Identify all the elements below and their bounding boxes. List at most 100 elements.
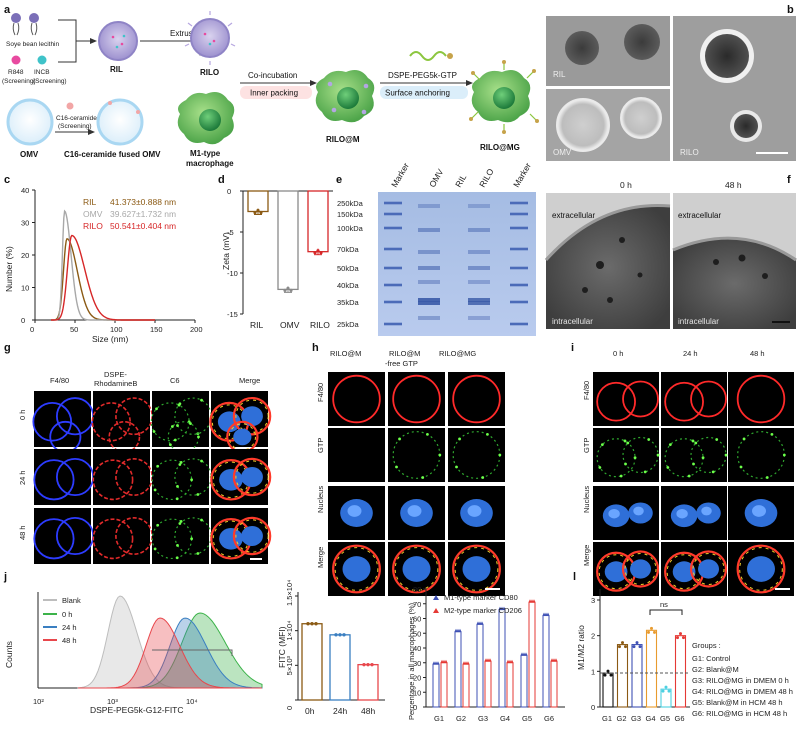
l-point: [653, 630, 656, 634]
c16-label: C16-ceramide: [56, 115, 97, 122]
micro-tile: [388, 428, 445, 482]
macro-label: macrophage: [186, 159, 234, 168]
k-ytick-label: 70: [413, 600, 421, 609]
inner-label: Inner packing: [250, 89, 298, 98]
micro-green-dot: [666, 466, 670, 469]
micro-merge-ring: [232, 396, 272, 436]
micro-green-dot: [770, 432, 774, 436]
e-omv-band: [418, 301, 440, 305]
l-bar-G1: [602, 672, 614, 708]
k-point: [506, 659, 510, 663]
jb-point: [370, 662, 374, 667]
micro-green-dot: [421, 476, 425, 479]
micro-f480: [690, 380, 727, 418]
k-point: [486, 658, 490, 662]
micro-merge-nucleus: [462, 556, 491, 582]
j-xtick-1: 10³: [107, 697, 118, 706]
jb-ytick-label: 1×10⁴: [285, 621, 294, 641]
e-omv-band: [418, 298, 440, 302]
micro-green-dot: [153, 488, 157, 492]
micro-merge-nucleus: [672, 561, 696, 583]
l-point: [606, 669, 610, 673]
panel-i-microscopy: 0 h 24 h 48 h F4/80 GTP Nucleus Merge: [582, 349, 794, 596]
d-point: [289, 288, 293, 292]
l-ns: ns: [660, 600, 668, 609]
j-leg-24h: 24 h: [62, 623, 77, 632]
e-rilo-band: [468, 228, 490, 232]
k-point: [508, 659, 512, 663]
j-leg-48h: 48 h: [62, 636, 77, 645]
l-ytick-label: 2: [591, 632, 595, 641]
k-bar-G1-1: [440, 662, 448, 708]
micro-green-dot: [438, 453, 442, 457]
micro-nucleus-core: [701, 506, 712, 516]
d-point: [313, 251, 317, 255]
micro-f480: [622, 380, 659, 418]
micro-green-dot: [200, 398, 203, 402]
d-ytick-label: 0: [227, 187, 231, 196]
k-cat-label: G5: [522, 714, 532, 723]
micro-tile: [448, 372, 505, 426]
e-marker-band: [510, 300, 528, 304]
c-ytick-label: 10: [21, 284, 29, 293]
k-point: [530, 599, 534, 603]
e-marker-band: [510, 247, 528, 251]
e-lane-label: OMV: [427, 167, 446, 189]
e-marker-band: [384, 247, 402, 251]
k-point: [432, 661, 436, 665]
micro-nucleus-core: [347, 505, 362, 517]
k-point: [480, 621, 484, 625]
g-col-rhod: RhodamineB: [94, 379, 137, 388]
e-marker-band: [384, 266, 402, 270]
i-row-f480: F4/80: [582, 381, 591, 400]
micro-green-dot: [600, 443, 604, 447]
c-legend: RIL 41.373±0.888 nm OMV 39.627±1.732 nm …: [83, 197, 176, 231]
i-col-48h: 48 h: [750, 349, 765, 358]
k-legend-m1: M1-type marker CD80: [444, 593, 518, 602]
e-kda-label: 50kDa: [337, 264, 360, 273]
micro-tile: [152, 449, 209, 505]
jb-ytick-label: 5×10³: [285, 655, 294, 675]
panel-letter-a: a: [4, 4, 11, 16]
jb-ytick-label: 1.5×10⁴: [285, 580, 294, 606]
micro-merge-yellow: [454, 547, 499, 591]
d-ylabel: Zeta (mV): [221, 232, 231, 270]
c-xtick-label: 100: [110, 325, 123, 334]
groups-legend: Groups : G1: Control G2: Blank@M G3: RIL…: [692, 641, 793, 718]
l-point: [638, 645, 642, 649]
k-ytick-label: 40: [413, 644, 421, 653]
e-kda-label: 40kDa: [337, 281, 360, 290]
panel-b-tem: RIL OMV RILO: [546, 16, 796, 161]
micro-rhodamine: [92, 518, 134, 560]
micro-membrane: [33, 518, 75, 560]
panel-letter-e: e: [336, 174, 342, 186]
l-cat-label: G1: [602, 714, 612, 723]
k-bar-G1-0: [432, 663, 440, 708]
e-rilo-band: [468, 298, 490, 302]
l-bar-G5: [660, 688, 672, 708]
group-2: G2: Blank@M: [692, 665, 739, 674]
e-omv-band: [418, 266, 440, 270]
d-cat-label: OMV: [280, 320, 300, 330]
l-bar-G4: [645, 629, 658, 708]
screen-label-2: (Screening): [33, 78, 67, 85]
micro-green-dot: [668, 443, 672, 447]
e-rilo-band: [468, 301, 490, 305]
k-cat-label: G2: [456, 714, 466, 723]
k-point: [440, 659, 444, 663]
j-legend: Blank 0 h 24 h 48 h: [43, 596, 81, 645]
jb-cat-label: 24h: [333, 706, 347, 716]
incb-dot: [37, 55, 47, 65]
e-marker-band: [384, 322, 402, 326]
micro-tile: [661, 428, 727, 482]
i-row-merge: Merge: [582, 545, 591, 566]
k-ytick-label: 20: [413, 674, 421, 683]
c-legend-omv-stat: 39.627±1.732 nm: [110, 209, 176, 219]
micro-tile: [728, 372, 794, 426]
jb-point: [362, 662, 366, 667]
group-3: G3: RILO@MG in DMEM 0 h: [692, 676, 789, 685]
k-point: [464, 661, 468, 665]
k-cat-label: G4: [500, 714, 510, 723]
k-point: [522, 652, 526, 656]
e-marker-band: [510, 212, 528, 216]
